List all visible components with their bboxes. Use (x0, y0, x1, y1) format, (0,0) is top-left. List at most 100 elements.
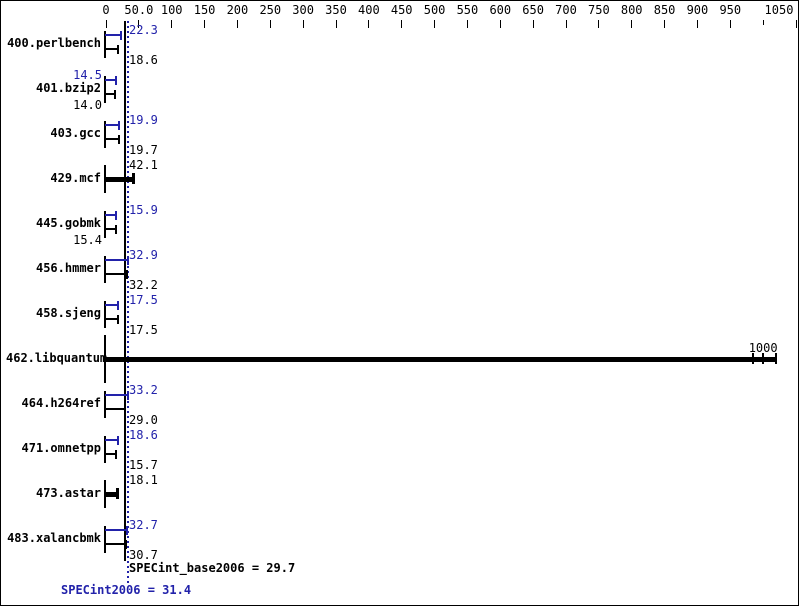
axis-tick-label: 250 (259, 3, 282, 17)
row-bracket (104, 211, 106, 238)
base-bar (105, 48, 119, 50)
base-bar (105, 138, 119, 140)
base-bar (105, 273, 128, 275)
row-bracket (104, 121, 106, 148)
benchmark-label: 464.h264ref (21, 396, 101, 410)
base-value-label: 15.4 (73, 233, 102, 247)
axis-tick-mark (729, 20, 731, 28)
axis-tick-label: 500 (423, 3, 446, 17)
axis-tick-label: 650 (522, 3, 544, 17)
axis-tick-mark (269, 20, 271, 28)
specint-peak-summary: SPECint2006 = 31.4 (61, 583, 192, 597)
axis-tick-label: 50.0 (124, 3, 154, 17)
axis-tick-mark (631, 20, 633, 28)
axis-tick-label: 850 (653, 3, 676, 17)
axis-tick-mark (401, 20, 403, 28)
base-bar-cap (115, 450, 118, 459)
mean-line-peak (126, 21, 129, 584)
result-value-label: 18.1 (129, 473, 158, 487)
axis-tick-mark (335, 20, 337, 28)
base-value-label: 29.0 (129, 413, 158, 427)
benchmark-label: 483.xalancbmk (7, 531, 101, 545)
benchmark-label: 400.perlbench (7, 36, 101, 50)
peak-bar (105, 34, 121, 36)
axis-tick-label: 600 (489, 3, 512, 17)
base-bar (105, 93, 116, 95)
mean-line-base (124, 21, 127, 561)
result-bar (105, 357, 777, 362)
base-value-label: 19.7 (129, 143, 158, 157)
axis-tick-label: 800 (620, 3, 643, 17)
result-bar-cap (132, 173, 136, 184)
peak-bar-cap (117, 436, 120, 445)
peak-bar (105, 259, 128, 261)
row-bracket (104, 391, 106, 418)
base-bar-cap (115, 225, 118, 234)
row-bracket (104, 256, 106, 283)
peak-bar (105, 214, 117, 216)
peak-value-label: 18.6 (129, 428, 158, 442)
axis-tick-label: 350 (325, 3, 347, 17)
benchmark-label: 429.mcf (50, 171, 101, 185)
peak-bar (105, 304, 118, 306)
axis-tick-label: 550 (456, 3, 479, 17)
axis-tick-label: 100 (160, 3, 183, 17)
axis-tick-mark (762, 20, 764, 25)
benchmark-label: 445.gobmk (35, 216, 101, 230)
result-bar (105, 492, 118, 497)
base-value-label: 32.2 (129, 278, 158, 292)
base-bar-cap (116, 315, 119, 324)
peak-value-label: 17.5 (129, 293, 158, 307)
base-bar (105, 228, 117, 230)
row-bracket (104, 31, 106, 58)
axis-tick-label: 700 (555, 3, 577, 17)
peak-value-label: 14.5 (73, 68, 102, 82)
peak-bar-cap (115, 211, 118, 220)
base-value-label: 14.0 (73, 98, 102, 112)
peak-value-label: 15.9 (129, 203, 158, 217)
axis-tick-mark (795, 20, 797, 28)
run-tick (775, 353, 778, 364)
axis-tick-mark (434, 20, 436, 28)
benchmark-label: 458.sjeng (35, 306, 101, 320)
specint-base-summary: SPECint_base2006 = 29.7 (129, 561, 296, 575)
base-bar-cap (126, 270, 129, 279)
peak-value-label: 22.3 (129, 23, 158, 37)
base-value-label: 15.7 (129, 458, 158, 472)
base-bar-cap (114, 90, 117, 99)
base-bar-cap (125, 540, 128, 549)
peak-value-label: 33.2 (129, 383, 158, 397)
benchmark-label: 403.gcc (50, 126, 101, 140)
benchmark-label: 471.omnetpp (21, 441, 101, 455)
peak-value-label: 19.9 (129, 113, 158, 127)
base-value-label: 18.6 (129, 53, 158, 67)
benchmark-label: 456.hmmer (35, 261, 101, 275)
base-bar (105, 543, 127, 545)
benchmark-label: 401.bzip2 (35, 81, 101, 95)
base-bar (105, 408, 126, 410)
row-bracket (104, 526, 106, 553)
peak-bar (105, 394, 128, 396)
peak-bar-cap (126, 526, 129, 535)
axis-tick-mark (664, 20, 666, 28)
axis-tick-mark (204, 20, 206, 28)
peak-bar-cap (114, 76, 117, 85)
axis-tick-label: 900 (686, 3, 709, 17)
axis-tick-mark (532, 20, 534, 28)
axis-tick-label: 450 (390, 3, 413, 17)
peak-bar (105, 79, 116, 81)
peak-bar-cap (116, 301, 119, 310)
axis-tick-label: 750 (588, 3, 610, 17)
row-bracket (104, 76, 106, 103)
axis-tick-label: 400 (358, 3, 380, 17)
axis-tick-mark (138, 20, 140, 28)
peak-bar-cap (126, 391, 129, 400)
run-tick (752, 353, 755, 364)
benchmark-label: 462.libquantum (6, 351, 108, 365)
result-bar (105, 177, 134, 182)
peak-value-label: 32.9 (129, 248, 158, 262)
base-value-label: 30.7 (129, 548, 158, 562)
base-bar-cap (124, 405, 127, 414)
axis-tick-mark (466, 20, 468, 28)
